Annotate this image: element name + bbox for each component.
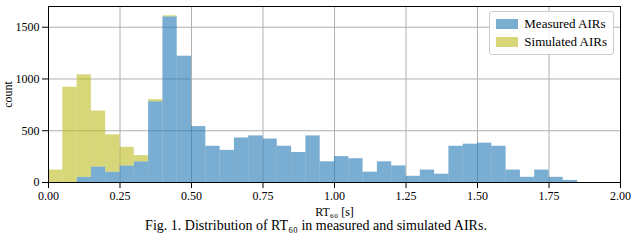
svg-text:1.75: 1.75 <box>539 189 560 203</box>
svg-text:0.00: 0.00 <box>38 189 59 203</box>
svg-text:1000: 1000 <box>16 72 40 86</box>
svg-text:2.00: 2.00 <box>610 189 631 203</box>
svg-text:0.25: 0.25 <box>110 189 131 203</box>
svg-text:0.75: 0.75 <box>253 189 274 203</box>
svg-text:500: 500 <box>22 124 40 138</box>
html-text:Fig. 1. Distribution of RT₆₀ i: Fig. 1. Distribution of RT₆₀ in measured… <box>145 218 487 233</box>
html-text:Simulated AIRs: Simulated AIRs <box>524 34 607 49</box>
svg-text:count: count <box>1 81 15 108</box>
svg-text:1.00: 1.00 <box>324 189 345 203</box>
svg-text:1.50: 1.50 <box>467 189 488 203</box>
svg-text:RT₆₀ [s]: RT₆₀ [s] <box>315 205 354 219</box>
svg-text:0.50: 0.50 <box>181 189 202 203</box>
svg-text:1.25: 1.25 <box>396 189 417 203</box>
svg-text:0: 0 <box>34 175 40 189</box>
html-text:Measured AIRs: Measured AIRs <box>524 16 606 31</box>
svg-text:1500: 1500 <box>16 20 40 34</box>
